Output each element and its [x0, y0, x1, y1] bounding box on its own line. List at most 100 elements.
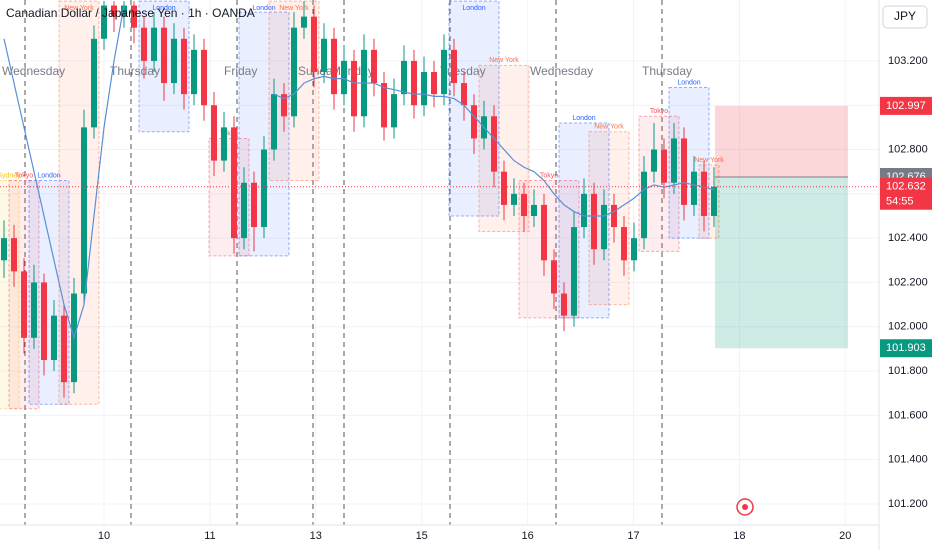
candle-body — [601, 204, 607, 250]
stop-zone — [715, 105, 848, 177]
candle-body — [81, 127, 87, 294]
candle-body — [301, 16, 307, 28]
day-label: Thursday — [110, 64, 160, 78]
x-tick-label: 15 — [416, 530, 428, 542]
candle-body — [421, 71, 427, 106]
candle-body — [341, 60, 347, 95]
candle-body — [251, 182, 257, 228]
candle-body — [51, 315, 57, 360]
candle-body — [511, 193, 517, 205]
price-tag-label: 102.632 — [886, 181, 926, 193]
moving-average — [3, 5, 125, 340]
y-tick-label: 102.000 — [888, 321, 928, 333]
chart-title: Canadian Dollar / Japanese Yen · 1h · OA… — [6, 6, 255, 20]
price-tag — [880, 339, 932, 358]
candle-body — [381, 83, 387, 128]
candle-body — [461, 83, 467, 106]
candle-body — [371, 49, 377, 84]
candle-body — [701, 171, 707, 216]
candle-body — [451, 49, 457, 84]
candle-body — [571, 227, 577, 316]
x-tick-label: 16 — [521, 530, 533, 542]
candle-body — [441, 49, 447, 95]
axes: 101.200 101.400 101.600 101.800 102.000 102.2… — [98, 55, 932, 542]
candle-body — [291, 27, 297, 117]
candle-body — [411, 60, 417, 106]
y-tick-label: 102.200 — [888, 276, 928, 288]
day-label: Wednesday — [530, 64, 593, 78]
candle-body — [621, 227, 627, 261]
candle-body — [21, 271, 27, 338]
candle-body — [521, 193, 527, 216]
candle-body — [561, 293, 567, 316]
candle-body — [501, 171, 507, 205]
event-icon-dot — [742, 504, 748, 510]
candle-body — [331, 38, 337, 95]
moving-average — [273, 75, 715, 217]
candle-body — [541, 204, 547, 261]
currency-box[interactable] — [882, 5, 928, 29]
candle-body — [591, 193, 597, 250]
price-tag — [880, 96, 932, 115]
candle-body — [91, 38, 97, 128]
day-label: Sunday — [298, 64, 339, 78]
candle-body — [101, 5, 107, 39]
session-label: London — [462, 5, 485, 12]
candle-body — [151, 27, 157, 61]
candle-body — [401, 60, 407, 95]
target-zone — [715, 176, 848, 349]
price-tag-label: 101.903 — [886, 342, 926, 354]
session-label: London — [37, 172, 60, 179]
x-tick-label: 18 — [733, 530, 745, 542]
y-tick-label: 103.200 — [888, 55, 928, 67]
candle-body — [551, 260, 557, 294]
y-tick-label: 101.800 — [888, 365, 928, 377]
day-label: Wednesday — [2, 64, 65, 78]
candle-body — [681, 138, 687, 205]
candle-body — [211, 105, 217, 161]
candle-body — [61, 315, 67, 383]
candle-body — [711, 186, 717, 216]
session-label: London — [677, 79, 700, 86]
session-label: Tokyo — [540, 172, 558, 179]
price-tag-label: 102.997 — [886, 100, 926, 112]
candle-body — [641, 171, 647, 239]
y-tick-label: 102.800 — [888, 143, 928, 155]
candle-body — [161, 27, 167, 84]
candle-body — [671, 138, 677, 183]
candle-body — [31, 282, 37, 338]
candle-body — [281, 94, 287, 117]
y-tick-label: 101.600 — [888, 409, 928, 421]
candle-body — [111, 5, 117, 17]
candle-body — [351, 60, 357, 117]
currency[interactable]: JPY — [894, 9, 916, 23]
candle-body — [11, 238, 17, 272]
candle-body — [131, 5, 137, 28]
y-tick-label: 101.400 — [888, 454, 928, 466]
candle-body — [141, 27, 147, 61]
x-tick-label: 17 — [627, 530, 639, 542]
price-tag — [880, 177, 932, 210]
session-box — [518, 180, 580, 319]
candle-body — [231, 127, 237, 239]
candle-body — [221, 127, 227, 161]
candle-body — [431, 71, 437, 95]
y-tick-label: 101.200 — [888, 498, 928, 510]
session-label: London — [252, 5, 275, 12]
session-label: Tokyo — [650, 108, 668, 115]
session-label: Sydney — [0, 172, 21, 179]
candle-body — [191, 49, 197, 95]
session-label: New York — [489, 57, 519, 64]
candle-body — [1, 238, 7, 261]
session-label: New York — [694, 157, 724, 164]
session-label: London — [152, 5, 175, 12]
candle-body — [491, 116, 497, 172]
x-tick-label: 20 — [839, 530, 851, 542]
session-label: Tokyo — [15, 172, 33, 179]
candle-body — [311, 16, 317, 72]
session-label: Tokyo — [220, 130, 238, 137]
candle-body — [171, 38, 177, 84]
candle-body — [661, 149, 667, 183]
candle-body — [581, 193, 587, 228]
